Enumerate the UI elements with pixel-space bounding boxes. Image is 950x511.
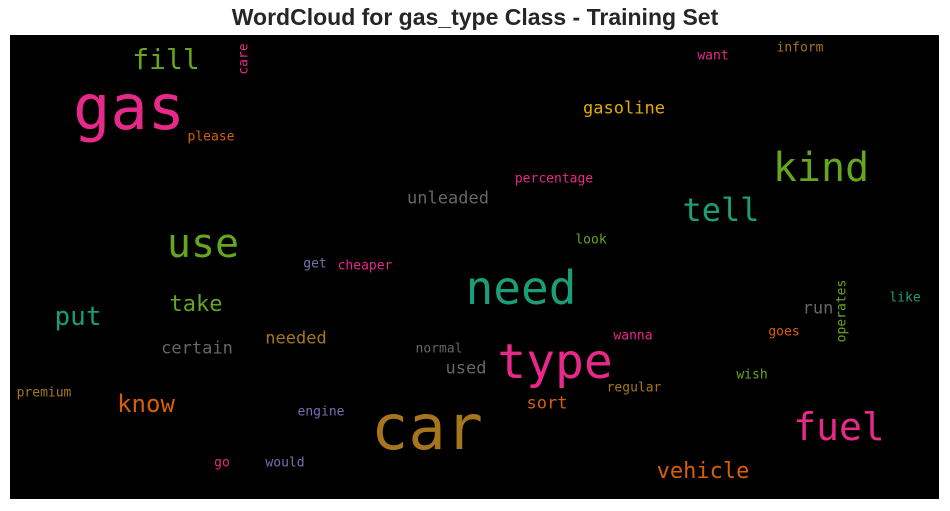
word-kind: kind <box>772 145 870 191</box>
word-want: want <box>697 48 729 64</box>
word-please: please <box>187 129 235 145</box>
word-fill: fill <box>132 43 200 76</box>
word-get: get <box>303 256 327 272</box>
word-needed: needed <box>265 328 327 349</box>
word-look: look <box>575 232 607 248</box>
word-goes: goes <box>768 324 800 340</box>
word-like: like <box>889 290 921 306</box>
word-used: used <box>445 358 487 379</box>
word-certain: certain <box>161 338 233 359</box>
word-would: would <box>265 455 305 471</box>
word-gasoline: gasoline <box>583 98 665 119</box>
word-put: put <box>54 302 102 332</box>
word-car: car <box>371 391 483 464</box>
word-take: take <box>169 292 223 317</box>
word-wish: wish <box>736 367 768 383</box>
word-fuel: fuel <box>793 405 885 449</box>
word-regular: regular <box>606 380 662 396</box>
word-inform: inform <box>776 40 824 56</box>
word-engine: engine <box>297 404 345 420</box>
wordcloud-canvas: car gas type need use kind fuel tell fill put take… <box>10 35 939 499</box>
word-type: type <box>497 334 613 390</box>
word-care: care <box>236 43 252 75</box>
word-sort: sort <box>526 393 568 414</box>
word-normal: normal <box>415 341 463 357</box>
word-wanna: wanna <box>613 328 653 344</box>
word-need: need <box>465 261 577 315</box>
chart-title: WordCloud for gas_type Class - Training … <box>231 4 719 30</box>
word-run: run <box>802 298 834 319</box>
word-unleaded: unleaded <box>407 188 489 209</box>
word-go: go <box>214 455 230 471</box>
word-percentage: percentage <box>514 171 594 187</box>
word-operates: operates <box>834 279 850 343</box>
word-use: use <box>166 221 240 267</box>
word-premium: premium <box>16 385 72 401</box>
word-vehicle: vehicle <box>656 459 750 484</box>
word-cheaper: cheaper <box>337 258 393 274</box>
word-know: know <box>117 390 175 418</box>
word-tell: tell <box>682 191 760 229</box>
word-gas: gas <box>73 71 185 144</box>
